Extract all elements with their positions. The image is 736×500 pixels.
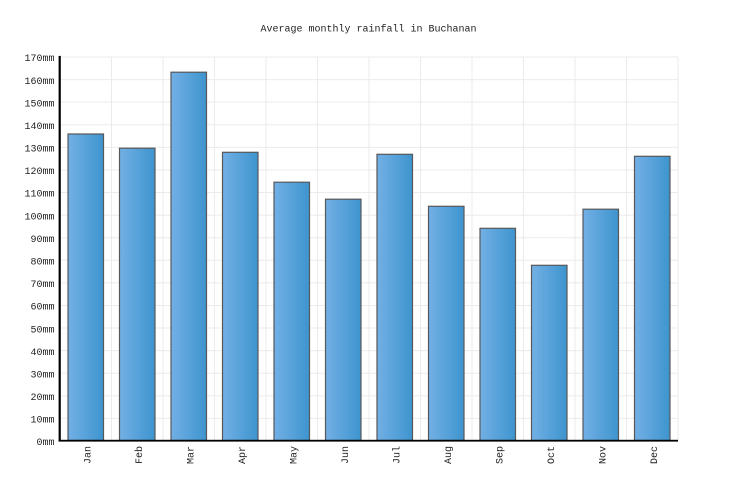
svg-text:Apr: Apr [238,446,249,464]
svg-text:Dec: Dec [650,446,661,464]
svg-text:Oct: Oct [547,446,558,464]
svg-text:100mm: 100mm [24,212,54,223]
svg-text:60mm: 60mm [30,303,54,314]
svg-text:120mm: 120mm [24,167,54,178]
svg-text:110mm: 110mm [24,190,54,201]
svg-text:150mm: 150mm [24,99,54,110]
svg-text:0mm: 0mm [36,438,54,449]
svg-text:Nov: Nov [598,446,609,464]
svg-text:Sep: Sep [495,446,506,464]
svg-text:Jan: Jan [83,446,94,464]
svg-text:130mm: 130mm [24,145,54,156]
svg-text:30mm: 30mm [30,370,54,381]
svg-text:90mm: 90mm [30,235,54,246]
svg-text:Jun: Jun [341,446,352,464]
svg-text:Jul: Jul [391,446,403,464]
svg-text:Average monthly rainfall in Bu: Average monthly rainfall in Buchanan [260,24,476,36]
svg-text:50mm: 50mm [30,325,54,336]
svg-text:170mm: 170mm [24,54,54,65]
svg-text:160mm: 160mm [24,77,54,88]
svg-text:140mm: 140mm [24,122,54,133]
svg-text:70mm: 70mm [30,280,54,291]
svg-text:Feb: Feb [134,446,146,464]
svg-text:20mm: 20mm [30,393,54,404]
svg-text:10mm: 10mm [30,416,54,427]
svg-text:Mar: Mar [186,446,197,464]
svg-text:Aug: Aug [444,446,455,464]
svg-text:40mm: 40mm [30,348,54,359]
svg-text:May: May [289,446,300,464]
svg-text:80mm: 80mm [30,257,54,268]
